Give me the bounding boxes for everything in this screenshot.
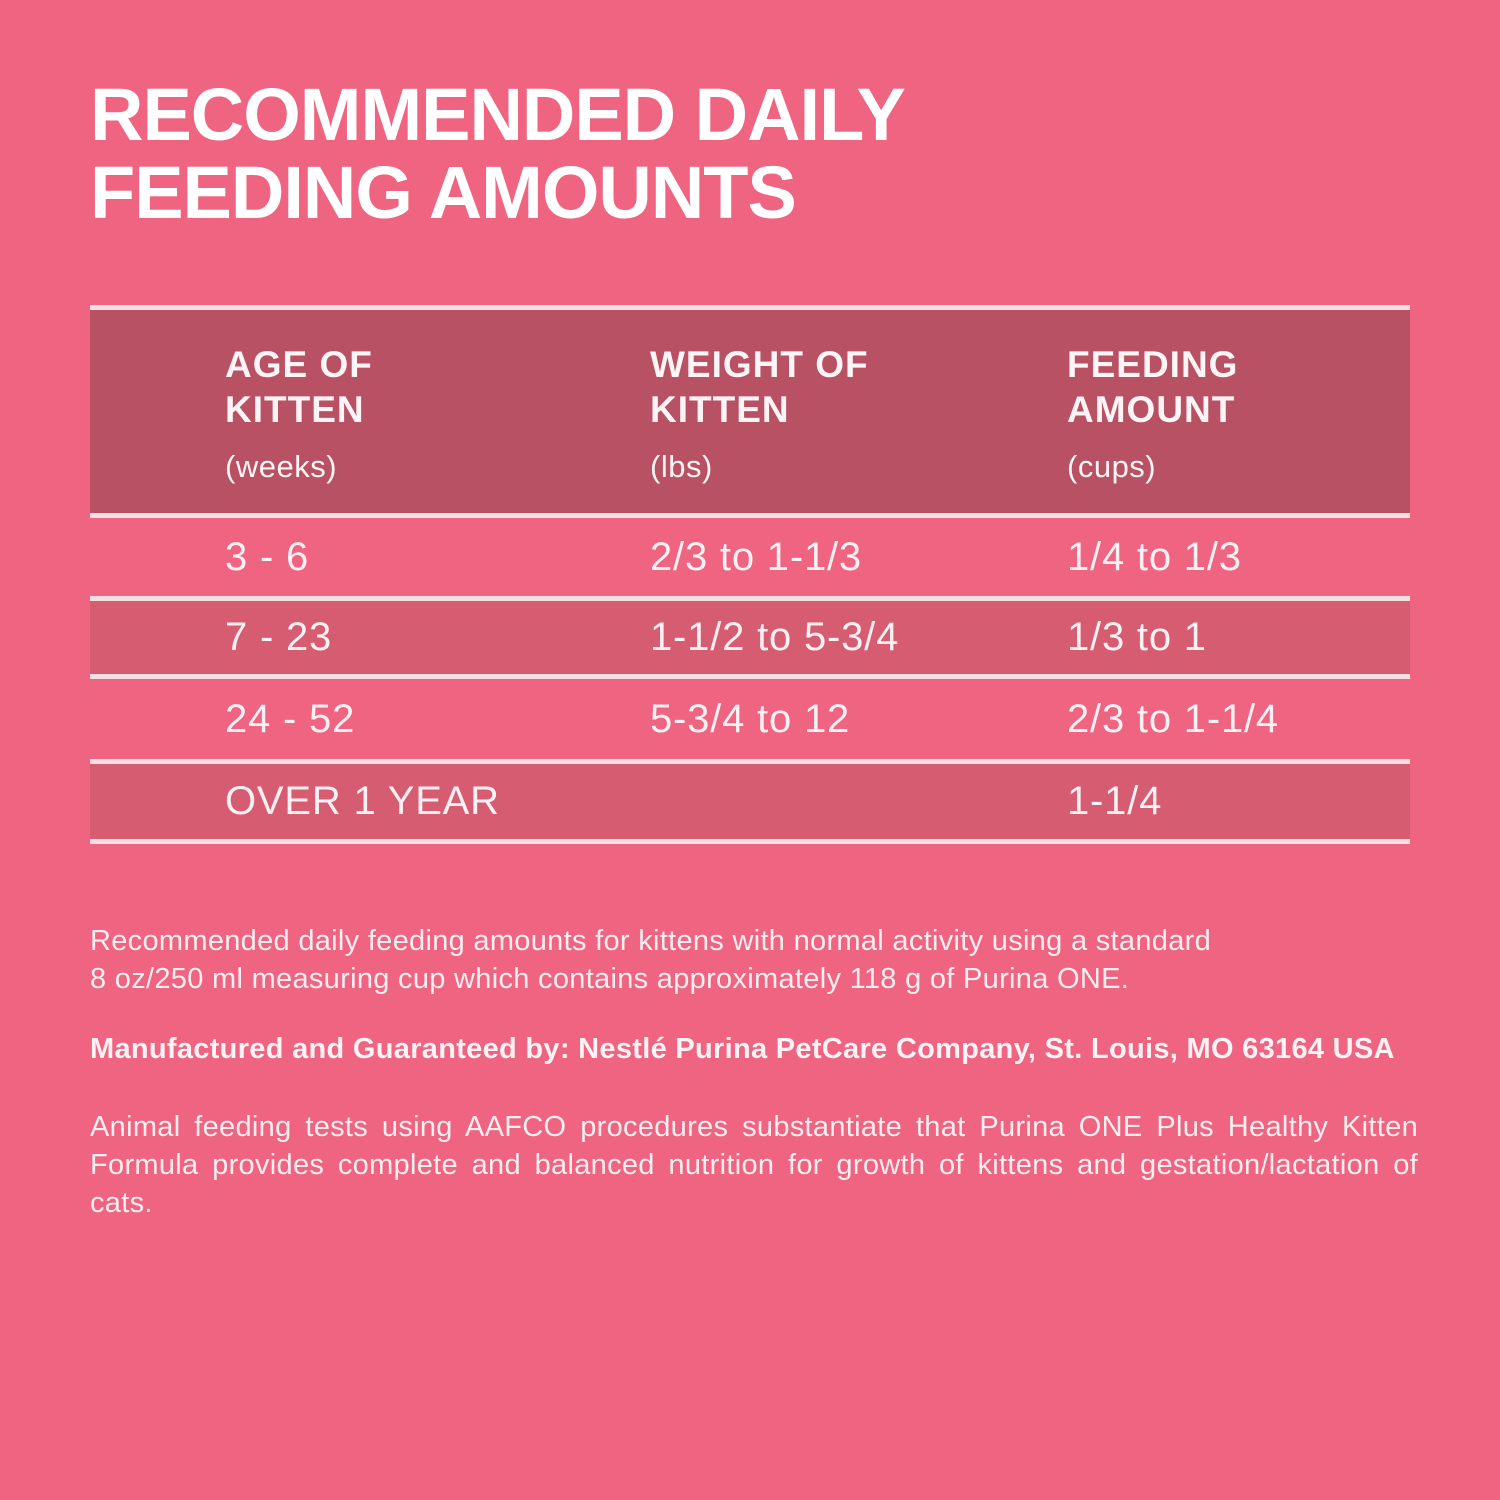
page-title-line-2: FEEDING AMOUNTS	[90, 151, 797, 234]
cell-weight: 2/3 to 1-1/3	[650, 534, 862, 579]
aafco-statement-line-2: Formula provides complete and balanced n…	[90, 1149, 1418, 1181]
table-row: 7 - 23 1-1/2 to 5-3/4 1/3 to 1	[90, 601, 1410, 674]
header-age-line-1: AGE OF	[225, 344, 373, 385]
cell-amount: 2/3 to 1-1/4	[1067, 696, 1279, 741]
header-feeding-line-1: FEEDING	[1067, 344, 1239, 385]
header-cell-feeding: FEEDING AMOUNT (cups)	[1067, 342, 1410, 485]
page-title: RECOMMENDED DAILY FEEDING AMOUNTS	[90, 73, 906, 234]
cell-age: 3 - 6	[225, 534, 310, 579]
aafco-statement-line-3: cats.	[90, 1187, 153, 1219]
cell-age: OVER 1 YEAR	[225, 779, 500, 823]
header-weight-line-1: WEIGHT OF	[650, 344, 869, 385]
cell-amount: 1/4 to 1/3	[1067, 534, 1242, 579]
measuring-cup-note: Recommended daily feeding amounts for ki…	[90, 922, 1418, 998]
header-age-line-2: KITTEN	[225, 389, 365, 430]
header-age-unit: (weeks)	[225, 449, 338, 484]
cell-weight: 1-1/2 to 5-3/4	[650, 615, 900, 659]
header-cell-weight: WEIGHT OF KITTEN (lbs)	[650, 342, 1067, 485]
header-weight-line-2: KITTEN	[650, 389, 790, 430]
table-header-row: AGE OF KITTEN (weeks) WEIGHT OF KITTEN (…	[90, 310, 1410, 513]
table-row: 24 - 52 5-3/4 to 12 2/3 to 1-1/4	[90, 679, 1410, 759]
manufacturer-note: Manufactured and Guaranteed by: Nestlé P…	[90, 1033, 1395, 1065]
cell-weight: 5-3/4 to 12	[650, 696, 851, 741]
aafco-statement-line-1: Animal feeding tests using AAFCO procedu…	[90, 1111, 1418, 1143]
table-row: OVER 1 YEAR 1-1/4	[90, 764, 1410, 839]
header-cell-age: AGE OF KITTEN (weeks)	[225, 342, 650, 485]
aafco-statement: Animal feeding tests using AAFCO procedu…	[90, 1108, 1418, 1222]
measuring-cup-note-line-1: Recommended daily feeding amounts for ki…	[90, 925, 1212, 957]
page-title-line-1: RECOMMENDED DAILY	[90, 73, 906, 156]
cell-amount: 1/3 to 1	[1067, 615, 1207, 659]
header-feeding-line-2: AMOUNT	[1067, 389, 1236, 430]
cell-age: 7 - 23	[225, 615, 333, 659]
header-weight-unit: (lbs)	[650, 449, 713, 484]
feeding-amounts-table: AGE OF KITTEN (weeks) WEIGHT OF KITTEN (…	[90, 305, 1410, 844]
measuring-cup-note-line-2: 8 oz/250 ml measuring cup which contains…	[90, 963, 1130, 995]
cell-amount: 1-1/4	[1067, 779, 1163, 823]
header-feeding-unit: (cups)	[1067, 449, 1157, 484]
table-row: 3 - 6 2/3 to 1-1/3 1/4 to 1/3	[90, 518, 1410, 596]
cell-age: 24 - 52	[225, 696, 356, 741]
